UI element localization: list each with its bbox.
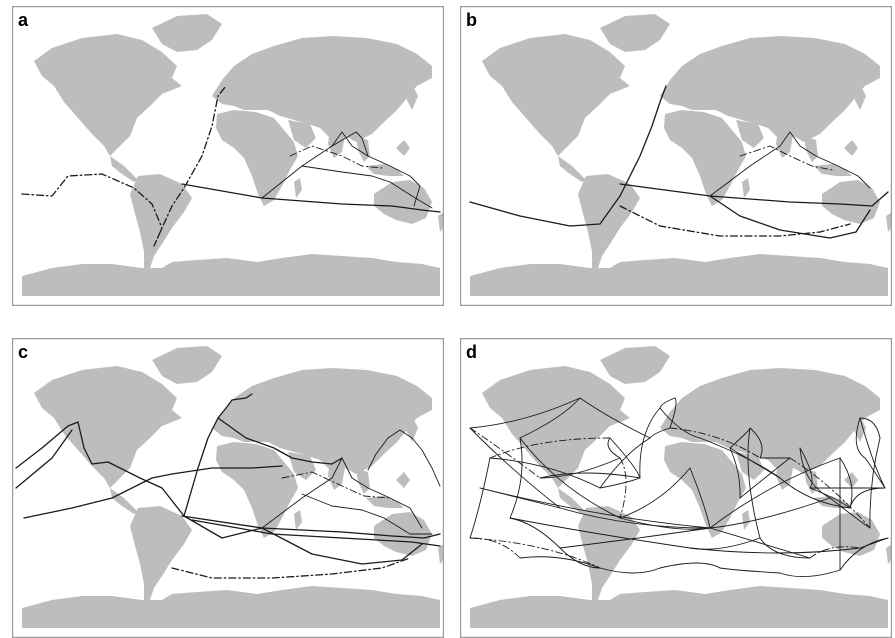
route-track <box>729 447 741 499</box>
route-track <box>799 447 831 499</box>
route-track <box>469 537 601 569</box>
route-track <box>839 457 853 509</box>
map-panel-b: b <box>460 6 892 306</box>
route-track <box>659 407 701 439</box>
route-track <box>669 397 677 429</box>
route-track <box>469 427 561 509</box>
route-track <box>809 546 861 559</box>
route-track <box>559 527 711 549</box>
route-track <box>469 397 581 429</box>
route-track <box>799 447 813 489</box>
route-track <box>689 467 711 529</box>
map-a: a <box>12 6 444 306</box>
map-panel-a: a <box>12 6 444 306</box>
routes-b <box>469 85 889 239</box>
route-track <box>539 457 621 479</box>
map-panel-c: c <box>12 338 444 638</box>
route-track <box>869 437 881 529</box>
map-b: b <box>460 6 892 306</box>
route-track <box>689 537 761 550</box>
route-track <box>599 477 641 489</box>
route-track <box>859 417 886 489</box>
route-track <box>747 427 761 539</box>
panel-label-d: d <box>466 342 477 362</box>
land-masses-b <box>470 14 892 296</box>
panel-label-a: a <box>18 10 29 30</box>
route-track <box>469 457 491 539</box>
route-track <box>509 437 523 519</box>
map-d: d <box>460 338 892 638</box>
route-track <box>619 457 627 519</box>
land-masses-c <box>22 346 444 628</box>
route-track <box>859 417 881 439</box>
route-track <box>609 437 641 479</box>
route-track <box>759 537 811 559</box>
route-track <box>659 397 676 409</box>
route-track <box>489 437 611 459</box>
route-track <box>559 547 601 569</box>
map-panel-d: d <box>460 338 892 638</box>
routes-d <box>469 397 889 578</box>
route-track <box>729 427 751 449</box>
map-c: c <box>12 338 444 638</box>
routes-c <box>15 393 441 579</box>
route-track <box>839 537 889 571</box>
route-track <box>779 477 851 509</box>
route-track <box>809 487 851 509</box>
route-track <box>709 497 831 529</box>
route-track <box>779 569 841 578</box>
route-track <box>649 427 671 439</box>
route-track <box>619 467 691 519</box>
route-track <box>579 397 651 439</box>
route-track <box>729 447 781 479</box>
route-track <box>849 487 886 509</box>
route-track <box>599 567 661 574</box>
route-track <box>479 487 711 529</box>
route-track <box>749 427 763 459</box>
route-track <box>639 407 661 479</box>
routes-a <box>21 85 441 247</box>
panel-label-b: b <box>466 10 477 30</box>
panel-label-c: c <box>18 342 28 362</box>
route-track <box>607 437 621 459</box>
route-track <box>509 517 561 549</box>
route-track <box>709 527 811 559</box>
route-track <box>539 472 641 479</box>
route-track <box>559 507 711 529</box>
route-track <box>519 397 581 439</box>
route-track <box>509 517 691 549</box>
route-track <box>864 457 886 489</box>
route-track <box>519 437 621 519</box>
route-track <box>519 556 601 569</box>
route-track <box>489 457 601 489</box>
land-masses-a <box>22 14 444 296</box>
route-track <box>719 567 781 574</box>
route-track <box>855 417 866 459</box>
route-track <box>599 437 651 489</box>
route-track <box>659 562 721 569</box>
route-track <box>469 427 541 479</box>
route-track <box>829 497 871 529</box>
route-track <box>709 457 841 529</box>
route-track <box>669 427 761 459</box>
route-track <box>469 537 521 559</box>
